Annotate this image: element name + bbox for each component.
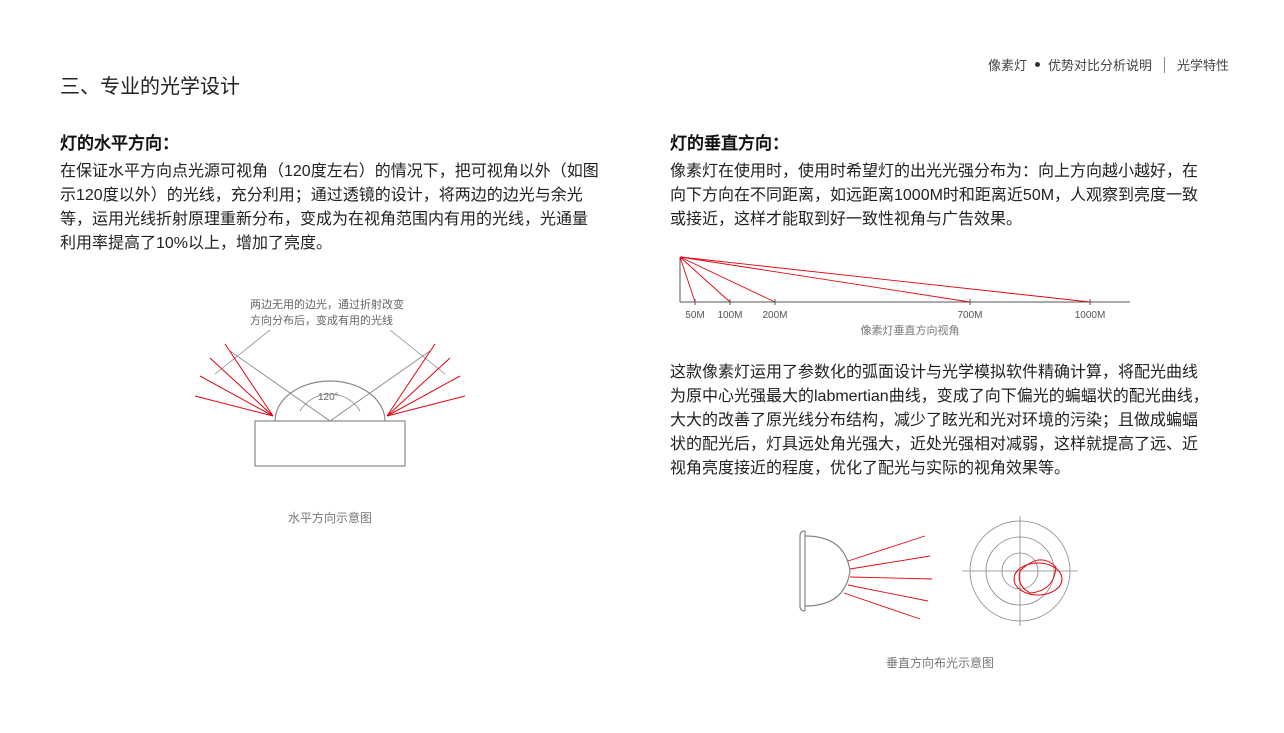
right-subhead: 灯的垂直方向： <box>670 129 1210 154</box>
vertical-divider <box>1164 57 1165 73</box>
vertical-light-diagram-svg <box>760 501 1120 641</box>
header-category: 光学特性 <box>1177 55 1229 74</box>
header-subtitle: 优势对比分析说明 <box>1048 55 1152 74</box>
two-column-layout: 灯的水平方向： 在保证水平方向点光源可视角（120度左右）的情况下，把可视角以外… <box>60 129 1224 671</box>
vertical-light-diagram: 垂直方向布光示意图 <box>760 501 1120 671</box>
svg-text:700M: 700M <box>957 310 982 321</box>
diagram-annot-line2: 方向分布后，变成有用的光线 <box>250 313 393 327</box>
horizontal-diagram-svg: 两边无用的边光，通过折射改变 方向分布后，变成有用的光线 120° <box>160 296 500 496</box>
left-paragraph: 在保证水平方向点光源可视角（120度左右）的情况下，把可视角以外（如图示120度… <box>60 160 600 256</box>
right-paragraph-2: 这款像素灯运用了参数化的弧面设计与光学模拟软件精确计算，将配光曲线为原中心光强最… <box>670 361 1210 481</box>
right-column: 灯的垂直方向： 像素灯在使用时，使用时希望灯的出光光强分布为：向上方向越小越好，… <box>670 129 1210 671</box>
red-rays-right <box>387 344 465 416</box>
svg-text:100M: 100M <box>717 310 742 321</box>
vertical-diagram-caption: 垂直方向布光示意图 <box>760 654 1120 671</box>
red-rays-left <box>195 344 273 416</box>
dot-separator <box>1035 62 1040 67</box>
svg-text:200M: 200M <box>762 310 787 321</box>
right-paragraph-1: 像素灯在使用时，使用时希望灯的出光光强分布为：向上方向越小越好，在向下方向在不同… <box>670 160 1210 232</box>
page-header: 像素灯 优势对比分析说明 光学特性 <box>988 55 1229 74</box>
svg-text:像素灯垂直方向视角: 像素灯垂直方向视角 <box>861 323 960 337</box>
left-column: 灯的水平方向： 在保证水平方向点光源可视角（120度左右）的情况下，把可视角以外… <box>60 129 600 671</box>
angle-label: 120° <box>318 392 339 403</box>
horizontal-diagram: 两边无用的边光，通过折射改变 方向分布后，变成有用的光线 120° <box>160 296 500 526</box>
header-product: 像素灯 <box>988 55 1027 74</box>
svg-text:1000M: 1000M <box>1075 310 1106 321</box>
lamp-rays <box>844 536 932 619</box>
vertical-distance-chart: 50M 100M 200M 700M 1000M 像素灯垂直方向视角 <box>670 252 1150 342</box>
horizontal-diagram-caption: 水平方向示意图 <box>160 509 500 526</box>
section-title: 三、专业的光学设计 <box>60 70 1224 99</box>
left-subhead: 灯的水平方向： <box>60 129 600 154</box>
diagram-annot-line1: 两边无用的边光，通过折射改变 <box>250 297 404 311</box>
polar-distribution <box>962 516 1078 626</box>
lamp-body-rect <box>255 421 405 466</box>
lamp-side-profile <box>800 531 850 611</box>
svg-text:50M: 50M <box>685 310 704 321</box>
